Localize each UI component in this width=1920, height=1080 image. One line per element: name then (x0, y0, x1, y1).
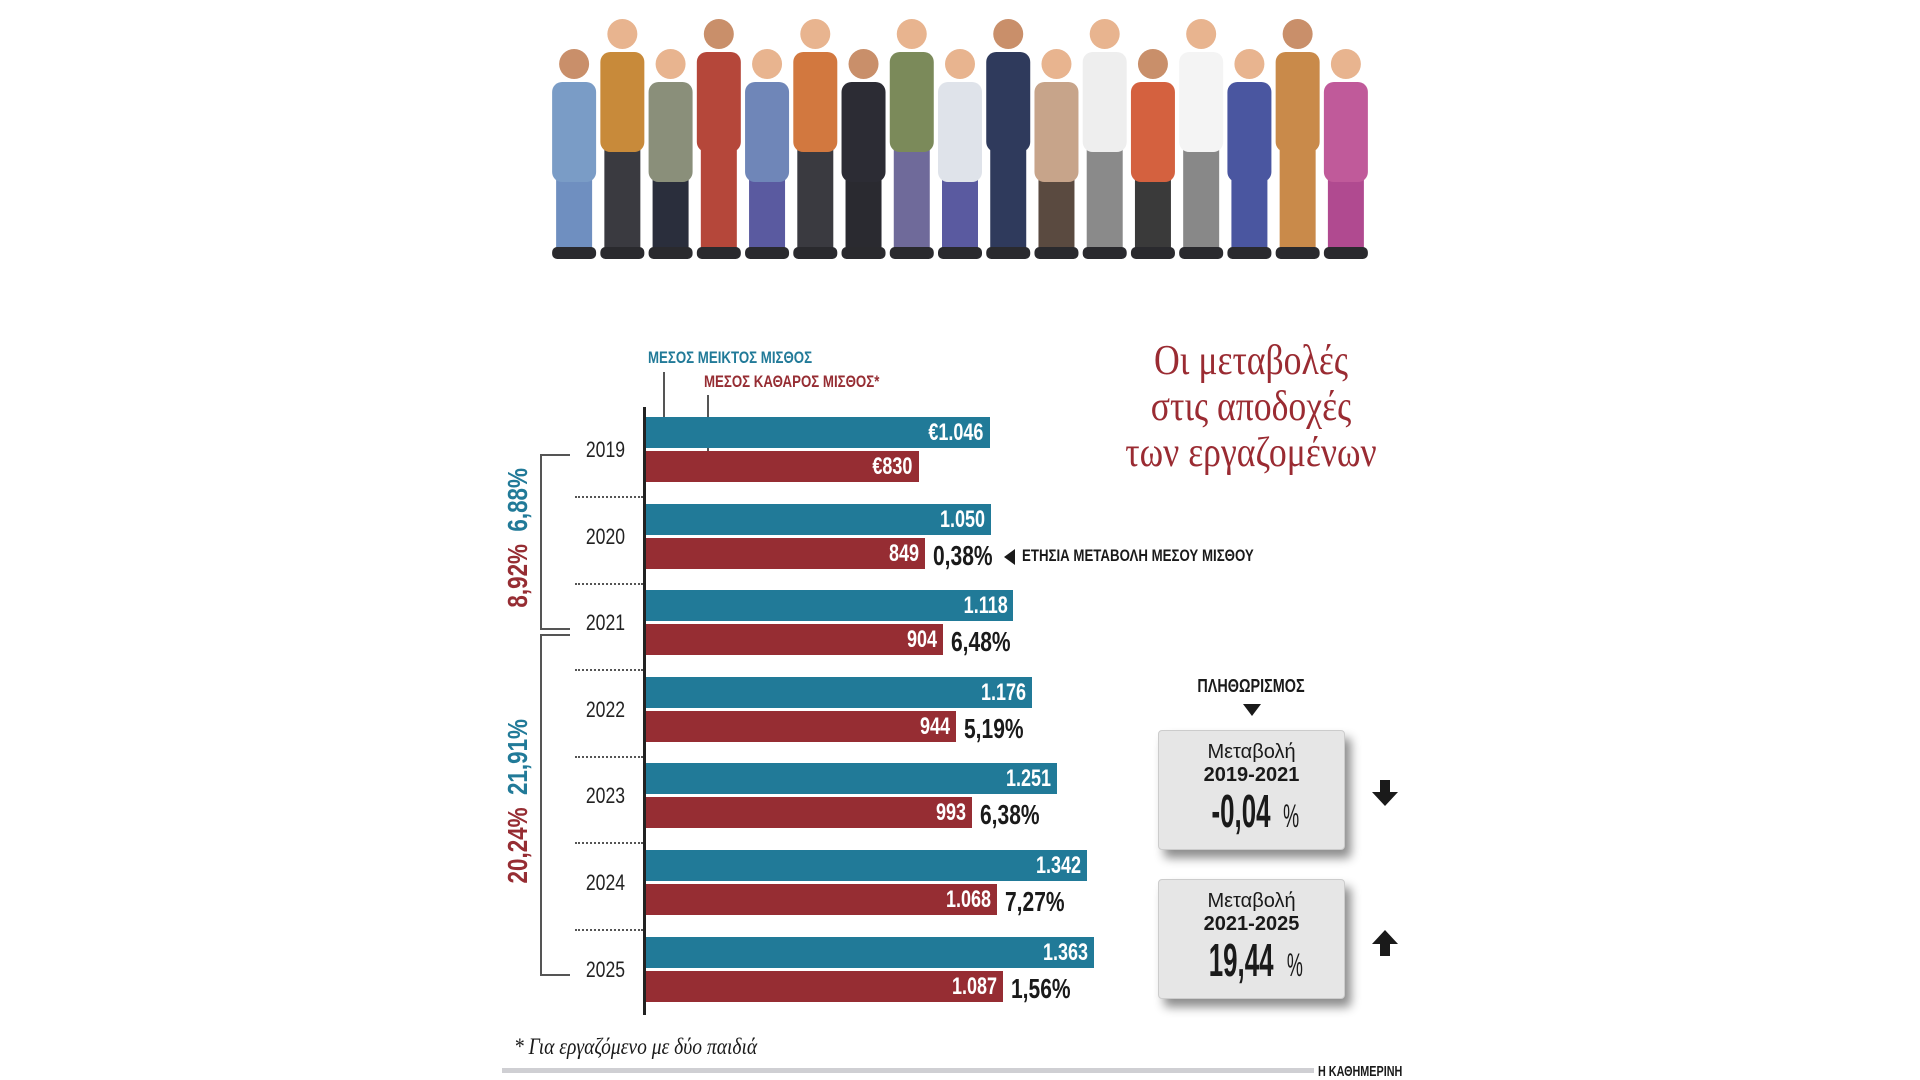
workers-illustration (552, 19, 1368, 259)
worker-figure (1323, 49, 1368, 259)
bar-value-label: 993 (936, 799, 967, 827)
bar-value-label: €830 (872, 453, 913, 480)
row-separator (575, 496, 643, 498)
year-label: 2021 (585, 610, 625, 636)
year-label: 2023 (585, 783, 625, 809)
bar-gross-salary: 1.363 (646, 936, 1094, 968)
bar-net-salary: 1.087 (646, 970, 1004, 1002)
worker-figure (1082, 19, 1127, 259)
worker-figure (1275, 19, 1320, 259)
period-change-2019-2021: 8,92% 6,88% (502, 468, 533, 608)
bar-value-label: 1.050 (939, 505, 985, 533)
bar-net-salary: 993 (646, 797, 973, 829)
year-label: 2020 (585, 523, 625, 549)
bracket-2019-2021 (540, 454, 570, 630)
annual-change-value: 0,38% (932, 539, 993, 571)
period-change-2021-2025: 20,24% 21,91% (502, 718, 533, 884)
legend-net-salary: ΜΕΣΟΣ ΚΑΘΑΡΟΣ ΜΙΣΘΟΣ* (704, 372, 880, 391)
legend-leader-line (663, 372, 665, 436)
bracket-2021-2025 (540, 634, 570, 976)
annual-change-value: 6,48% (950, 626, 1011, 658)
bar-value-label: 1.342 (1035, 852, 1081, 879)
arrow-down-icon (1372, 780, 1398, 806)
bar-net-salary: 944 (646, 710, 957, 742)
year-label: 2025 (585, 956, 625, 982)
bar-value-label: 1.068 (945, 886, 991, 913)
annual-change-value: 1,56% (1011, 972, 1071, 1004)
row-separator (575, 582, 643, 585)
bar-net-salary: 1.068 (646, 884, 997, 915)
bar-value-label: 1.363 (1042, 938, 1088, 966)
bar-value-label: 944 (920, 712, 951, 740)
inflation-box-2021-2025: Μεταβολή 2021-2025 19,44% (1158, 879, 1345, 999)
worker-figure (1130, 49, 1175, 259)
bar-net-salary: 849 (646, 537, 925, 569)
bar-gross-salary: 1.050 (646, 503, 991, 535)
bar-gross-salary: 1.342 (646, 850, 1087, 881)
worker-figure (1034, 49, 1079, 259)
worker-figure (648, 49, 693, 259)
worker-figure (938, 49, 982, 259)
inflation-box-2019-2021: Μεταβολή 2019-2021 -0,04% (1158, 730, 1345, 850)
annotation-pointer-icon (1004, 549, 1015, 565)
bar-gross-salary: 1.118 (646, 590, 1014, 622)
chart-title: Οι μεταβολές στις αποδοχές των εργαζομέν… (1125, 338, 1377, 476)
row-separator (575, 669, 643, 672)
bar-value-label: 1.087 (952, 972, 998, 1000)
year-label: 2022 (585, 696, 625, 722)
inflation-heading: ΠΛΗΘΩΡΙΣΜΟΣ (1197, 676, 1305, 696)
row-separator (575, 842, 643, 845)
footnote: * Για εργαζόμενο με δύο παιδιά (514, 1034, 758, 1059)
bar-value-label: 849 (888, 539, 919, 567)
worker-figure (986, 19, 1031, 259)
worker-figure (696, 19, 741, 259)
legend-gross-salary: ΜΕΣΟΣ ΜΕΙΚΤΟΣ ΜΙΣΘΟΣ (648, 348, 813, 367)
worker-figure (793, 19, 838, 259)
bar-net-salary: €830 (646, 451, 919, 482)
bar-gross-salary: €1.046 (646, 417, 990, 448)
worker-figure (841, 49, 886, 259)
bar-value-label: 1.176 (981, 678, 1027, 706)
axis-line (643, 407, 646, 1015)
worker-figure (745, 49, 790, 259)
worker-figure (889, 19, 934, 259)
arrow-up-icon (1372, 930, 1398, 956)
worker-figure (1179, 19, 1224, 259)
annual-change-value: 6,38% (980, 799, 1040, 831)
row-separator (575, 929, 643, 931)
year-label: 2024 (585, 870, 625, 895)
annual-change-value: 5,19% (964, 712, 1024, 744)
row-separator (575, 755, 643, 758)
source-logo: Η ΚΑΘΗΜΕΡΙΝΗ (1318, 1063, 1403, 1080)
bar-gross-salary: 1.251 (646, 763, 1057, 795)
annual-change-value: 7,27% (1004, 886, 1065, 917)
worker-figure (1227, 49, 1272, 259)
worker-figure (600, 19, 645, 259)
bar-value-label: €1.046 (928, 419, 984, 446)
footer-rule (502, 1068, 1314, 1073)
year-label: 2019 (585, 437, 625, 462)
bar-gross-salary: 1.176 (646, 676, 1033, 708)
worker-figure (552, 49, 597, 259)
annual-change-label: ΕΤΗΣΙΑ ΜΕΤΑΒΟΛΗ ΜΕΣΟΥ ΜΙΣΘΟΥ (1022, 546, 1254, 565)
triangle-down-icon (1243, 704, 1261, 716)
bar-net-salary: 904 (646, 624, 943, 656)
bar-value-label: 1.118 (963, 592, 1008, 620)
bar-value-label: 904 (906, 626, 937, 654)
bar-value-label: 1.251 (1005, 765, 1051, 793)
